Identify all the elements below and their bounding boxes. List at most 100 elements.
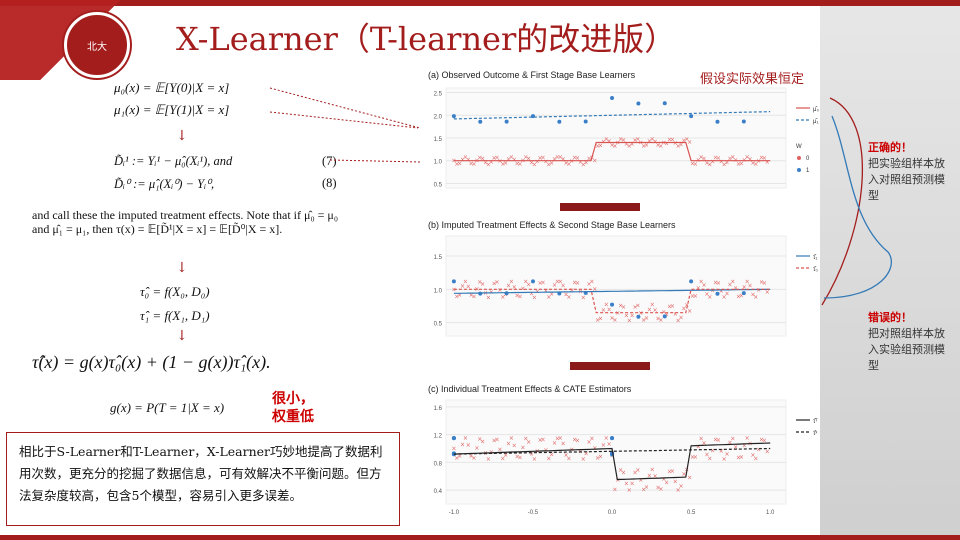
point-x: ×: [727, 156, 732, 163]
y-tick-label: 0.8: [434, 461, 443, 467]
point-x: ×: [581, 161, 586, 168]
top-bar: [0, 0, 960, 6]
point-x: ×: [644, 315, 649, 322]
point-x: ×: [722, 161, 727, 168]
y-tick-label: 1.5: [434, 255, 443, 261]
point-x: ×: [759, 436, 764, 443]
point-x: ×: [633, 304, 638, 311]
point-x: ×: [748, 156, 753, 163]
point-x: ×: [716, 437, 721, 444]
point-x: ×: [641, 317, 646, 324]
point-x: ×: [635, 136, 640, 143]
point-x: ×: [584, 159, 589, 166]
point-x: ×: [748, 282, 753, 289]
point-x: ×: [670, 468, 675, 475]
point-x: ×: [710, 288, 715, 295]
point-x: ×: [765, 159, 770, 166]
summary-note: 相比于S-Learner和T-Learner，X-Learner巧妙地提高了数据…: [6, 432, 400, 526]
y-tick-label: 1.6: [434, 406, 443, 412]
point-x: ×: [601, 307, 606, 314]
point-x: ×: [730, 154, 735, 161]
point-x: ×: [506, 441, 511, 448]
imputed-effects-paragraph: and call these the imputed treatment eff…: [32, 208, 339, 236]
point-x: ×: [526, 156, 531, 163]
point-x: ×: [575, 155, 580, 162]
point-x: ×: [466, 156, 471, 163]
point-dot: [610, 436, 615, 441]
point-x: ×: [549, 452, 554, 459]
point-x: ×: [641, 143, 646, 150]
point-x: ×: [555, 154, 560, 161]
point-x: ×: [581, 294, 586, 301]
eq8-number: (8): [322, 176, 337, 190]
point-x: ×: [518, 455, 523, 462]
point-x: ×: [486, 456, 491, 463]
y-tick-label: 1.0: [434, 160, 443, 166]
point-x: ×: [756, 447, 761, 454]
point-x: ×: [523, 435, 528, 442]
point-x: ×: [612, 317, 617, 324]
point-dot: [715, 291, 720, 296]
tau0-formula: τ̂₀ = f(X₀, D₀): [140, 284, 210, 299]
point-x: ×: [630, 313, 635, 320]
point-x: ×: [518, 161, 523, 168]
point-x: ×: [492, 155, 497, 162]
y-tick-label: 0.4: [434, 489, 443, 495]
point-x: ×: [543, 158, 548, 165]
point-x: ×: [753, 161, 758, 168]
point-x: ×: [653, 307, 658, 314]
point-x: ×: [667, 137, 672, 144]
point-x: ×: [584, 450, 589, 457]
legend-label: τ̂₀: [813, 267, 818, 273]
gx-note: 很小，权重低: [272, 391, 314, 425]
point-x: ×: [566, 294, 571, 301]
point-x: ×: [532, 456, 537, 463]
chart-c-title: (c) Individual Treatment Effects & CATE …: [428, 384, 632, 394]
point-x: ×: [457, 292, 462, 299]
point-x: ×: [687, 308, 692, 315]
point-x: ×: [587, 439, 592, 446]
point-x: ×: [627, 318, 632, 325]
point-x: ×: [541, 280, 546, 287]
point-x: ×: [612, 143, 617, 150]
point-x: ×: [730, 279, 735, 286]
point-x: ×: [546, 161, 551, 168]
point-x: ×: [679, 314, 684, 321]
point-x: ×: [566, 161, 571, 168]
point-x: ×: [604, 302, 609, 309]
point-x: ×: [509, 154, 514, 161]
point-x: ×: [644, 142, 649, 149]
point-x: ×: [658, 317, 663, 324]
point-x: ×: [460, 283, 465, 290]
point-x: ×: [733, 285, 738, 292]
point-x: ×: [624, 141, 629, 148]
point-x: ×: [526, 439, 531, 446]
point-x: ×: [561, 282, 566, 289]
point-x: ×: [641, 486, 646, 493]
point-x: ×: [693, 293, 698, 300]
point-x: ×: [713, 280, 718, 287]
gx-formula: g(x) = P(T = 1|X = x): [110, 400, 225, 415]
point-x: ×: [457, 160, 462, 167]
point-x: ×: [630, 141, 635, 148]
point-x: ×: [762, 438, 767, 445]
point-x: ×: [696, 285, 701, 292]
point-x: ×: [716, 155, 721, 162]
legend-label: μ̂₀: [813, 107, 819, 113]
y-tick-label: 1.0: [434, 288, 443, 294]
point-x: ×: [647, 472, 652, 479]
point-x: ×: [750, 452, 755, 459]
point-dot: [478, 119, 483, 124]
point-dot: [451, 279, 456, 284]
point-x: ×: [598, 316, 603, 323]
point-x: ×: [725, 290, 730, 297]
point-x: ×: [598, 142, 603, 149]
point-x: ×: [722, 294, 727, 301]
point-x: ×: [469, 453, 474, 460]
point-x: ×: [739, 161, 744, 168]
point-x: ×: [595, 143, 600, 150]
point-dot: [451, 114, 456, 119]
point-x: ×: [690, 161, 695, 168]
point-x: ×: [549, 291, 554, 298]
